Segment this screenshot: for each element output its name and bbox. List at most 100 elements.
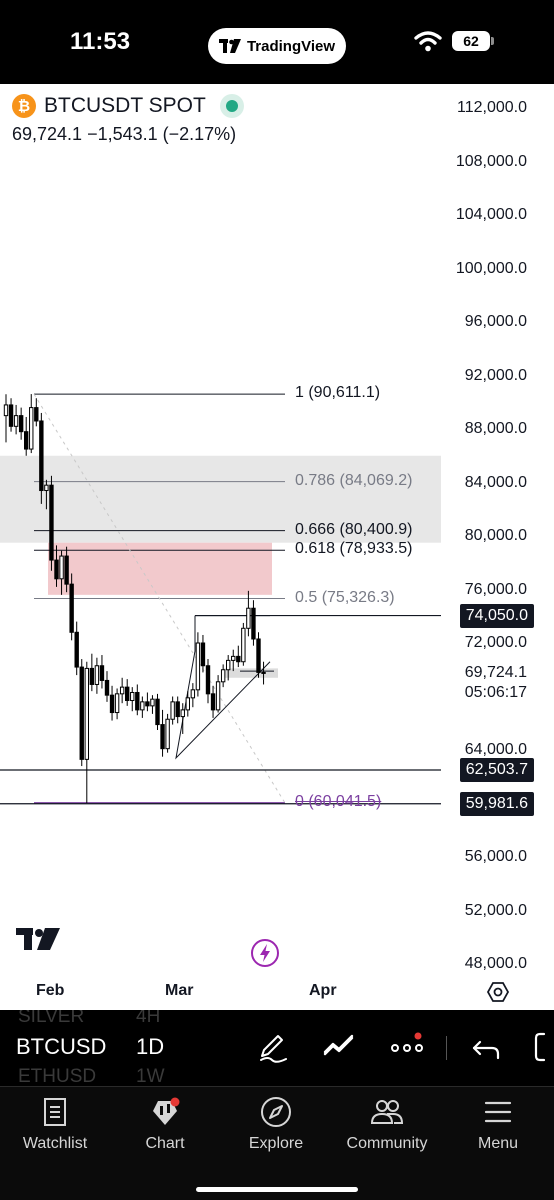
- app-pill[interactable]: TradingView: [208, 28, 346, 64]
- candle-body-45: [231, 655, 236, 661]
- price-axis-label: 56,000.0: [464, 848, 527, 865]
- symbol-picker-ghost-below: ETHUSD: [18, 1066, 97, 1086]
- indicators-icon[interactable]: [322, 1030, 356, 1064]
- symbol-name[interactable]: BTCUSDT SPOT: [44, 94, 206, 117]
- candle-body-11: [59, 555, 64, 580]
- candle-body-39: [200, 642, 206, 667]
- tab-watchlist[interactable]: Watchlist: [0, 1095, 110, 1153]
- time-label-mar: Mar: [165, 982, 194, 999]
- battery-icon: 62: [452, 31, 494, 51]
- candle-body-40: [205, 665, 211, 695]
- fib-label-0-618: 0.618 (78,933.5): [295, 540, 413, 558]
- candle-body-5: [29, 407, 34, 450]
- candle-body-32: [165, 718, 170, 750]
- price-axis-label: 48,000.0: [464, 955, 527, 972]
- tab-chart[interactable]: Chart: [110, 1095, 220, 1153]
- flash-alert-icon[interactable]: [250, 938, 280, 968]
- candle-body-7: [39, 420, 44, 492]
- price-tag-59981: 59,981.6: [459, 791, 534, 816]
- fib-label-0: 0 (60,041.5): [295, 792, 382, 810]
- small-grey-zone: [224, 668, 278, 678]
- candle-body-2: [13, 415, 19, 427]
- tab-label-menu: Menu: [477, 1135, 519, 1152]
- watchlist-icon: [44, 1098, 66, 1126]
- candle-body-10: [54, 559, 59, 580]
- undo-icon[interactable]: [470, 1030, 504, 1064]
- candle-body-38: [195, 642, 201, 691]
- candle-body-25: [130, 691, 135, 702]
- supply-zone: [48, 542, 272, 595]
- time-label-feb: Feb: [36, 982, 65, 999]
- status-bar: 11:53 TradingView 62: [0, 0, 554, 84]
- candle-body-12: [64, 555, 69, 585]
- candle-body-18: [94, 665, 100, 685]
- candle-body-22: [114, 693, 120, 714]
- candle-body-27: [140, 701, 145, 711]
- candle-body-50: [256, 638, 261, 673]
- bitcoin-logo-icon: ₿: [12, 94, 36, 118]
- fib-label-1: 1 (90,611.1): [295, 384, 381, 402]
- candle-body-0: [3, 404, 9, 417]
- tab-community[interactable]: Community: [332, 1095, 442, 1153]
- compass-icon: [261, 1097, 291, 1127]
- status-time: 11:53: [70, 28, 131, 55]
- fib-label-0-5: 0.5 (75,326.3): [295, 588, 395, 606]
- interval-picker[interactable]: 1D: [136, 1034, 165, 1059]
- symbol-picker[interactable]: BTCUSD: [16, 1034, 107, 1059]
- fib-trendline: [33, 393, 286, 804]
- quote-change: 69,724.1 −1,543.1 (−2.17%): [12, 124, 237, 144]
- time-label-apr: Apr: [309, 982, 337, 999]
- candle-body-36: [185, 697, 191, 711]
- price-axis-label: 72,000.0: [464, 634, 527, 651]
- tab-label-watchlist: Watchlist: [22, 1135, 88, 1152]
- home-indicator: [196, 1187, 358, 1192]
- candle-body-26: [135, 691, 140, 711]
- candle-body-15: [79, 666, 84, 760]
- interval-picker-ghost-below: 1W: [136, 1066, 165, 1086]
- candle-body-28: [145, 701, 150, 707]
- candle-body-20: [104, 679, 110, 696]
- tradingview-watermark-icon: [16, 928, 60, 950]
- chart-settings-icon[interactable]: [486, 980, 510, 1004]
- candle-body-19: [99, 665, 105, 681]
- price-tag-74050: 74,050.0: [459, 603, 534, 628]
- candle-body-17: [89, 667, 95, 685]
- app-pill-label: TradingView: [246, 37, 336, 55]
- symbol-picker-ghost-above: SILVER: [18, 1010, 85, 1027]
- price-axis-label: 88,000.0: [464, 420, 527, 437]
- price-axis-label: 52,000.0: [464, 901, 527, 919]
- candle-body-48: [246, 607, 251, 629]
- candle-body-43: [220, 669, 226, 683]
- candle-body-4: [24, 431, 29, 450]
- chart-area[interactable]: ₿ BTCUSDT SPOT 69,724.1 −1,543.1 (−2.17%…: [0, 84, 554, 1010]
- fullscreen-icon[interactable]: [530, 1030, 554, 1064]
- bottom-tab-bar: Watchlist Chart Explore Community Menu: [0, 1086, 554, 1200]
- candle-body-34: [175, 701, 180, 718]
- drawing-pen-icon[interactable]: [256, 1030, 290, 1064]
- price-axis-label: 100,000.0: [455, 259, 527, 277]
- candle-body-6: [34, 407, 39, 422]
- candle-body-9: [49, 484, 54, 561]
- candle-body-8: [44, 484, 49, 492]
- tab-menu[interactable]: Menu: [443, 1095, 553, 1153]
- candle-body-41: [210, 693, 216, 711]
- candle-body-23: [119, 686, 125, 695]
- candle-body-1: [8, 404, 14, 427]
- interval-picker-ghost-above: 4H: [136, 1010, 161, 1027]
- candle-body-35: [180, 709, 185, 718]
- tab-explore[interactable]: Explore: [221, 1095, 331, 1153]
- more-options-icon[interactable]: [390, 1030, 424, 1064]
- candle-body-21: [109, 694, 115, 714]
- last-price-value: 69,724.1: [464, 664, 527, 682]
- symbol-header: ₿ BTCUSDT SPOT 69,724.1 −1,543.1 (−2.17%…: [12, 94, 244, 145]
- community-icon: [370, 1100, 404, 1124]
- candle-body-3: [18, 415, 24, 433]
- toolbar-separator: [446, 1036, 447, 1060]
- price-axis-label: 104,000.0: [455, 206, 527, 223]
- price-chart[interactable]: [0, 84, 554, 1010]
- candle-body-29: [150, 698, 155, 707]
- price-axis-label: 96,000.0: [464, 313, 527, 330]
- wifi-icon: [414, 31, 442, 52]
- candle-body-24: [125, 686, 130, 702]
- candle-body-31: [160, 724, 165, 750]
